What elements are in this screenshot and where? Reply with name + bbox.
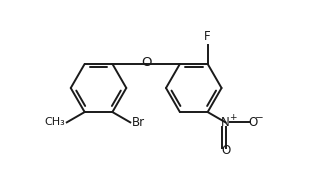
Text: F: F [204,30,211,43]
Text: N: N [221,116,230,129]
Text: O: O [221,144,230,158]
Text: O: O [141,56,151,69]
Text: Br: Br [132,116,145,129]
Text: −: − [255,113,263,123]
Text: O: O [248,116,257,129]
Text: +: + [229,113,236,122]
Text: CH₃: CH₃ [44,117,65,127]
